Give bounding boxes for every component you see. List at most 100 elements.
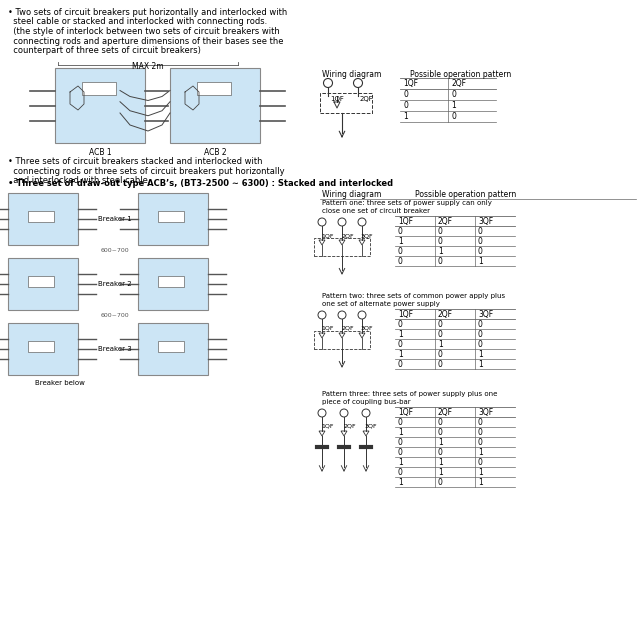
Text: 1: 1 xyxy=(398,237,403,246)
Text: ACB 2: ACB 2 xyxy=(204,148,226,157)
Text: 0: 0 xyxy=(398,340,403,349)
Text: 1: 1 xyxy=(478,257,483,266)
Text: 1: 1 xyxy=(478,350,483,359)
Bar xyxy=(27,276,54,287)
Text: 0: 0 xyxy=(438,360,443,369)
Bar xyxy=(314,331,370,349)
Text: 1: 1 xyxy=(403,112,408,121)
Text: 0: 0 xyxy=(398,360,403,369)
Text: 2QF: 2QF xyxy=(341,326,353,331)
Text: 0: 0 xyxy=(398,257,403,266)
Text: 1: 1 xyxy=(398,330,403,339)
Text: 1: 1 xyxy=(478,360,483,369)
Text: piece of coupling bus-bar: piece of coupling bus-bar xyxy=(322,399,411,405)
Text: 3QF: 3QF xyxy=(361,326,374,331)
Text: 2QF: 2QF xyxy=(438,408,453,417)
Text: Wiring diagram: Wiring diagram xyxy=(322,190,382,199)
Text: 0: 0 xyxy=(438,428,443,437)
Text: 2QF: 2QF xyxy=(341,233,353,238)
Bar xyxy=(138,323,208,375)
Bar xyxy=(314,238,370,256)
Text: Breaker 2: Breaker 2 xyxy=(98,281,131,287)
Text: 1: 1 xyxy=(438,458,443,467)
Bar xyxy=(27,211,54,222)
Text: (the style of interlock between two sets of circuit breakers with: (the style of interlock between two sets… xyxy=(8,27,279,36)
Text: 1: 1 xyxy=(438,247,443,256)
Text: 3QF: 3QF xyxy=(478,310,493,319)
Text: 2QF: 2QF xyxy=(438,310,453,319)
Text: 2QF: 2QF xyxy=(438,217,453,226)
Text: 0: 0 xyxy=(478,227,483,236)
Bar xyxy=(320,93,372,113)
Text: 0: 0 xyxy=(438,257,443,266)
Text: Breaker 3: Breaker 3 xyxy=(98,346,132,352)
Text: • Three set of draw-out type ACB’s, (BT3-2500 ∼ 6300) : Stacked and interlocked: • Three set of draw-out type ACB’s, (BT3… xyxy=(8,179,393,188)
Text: 600~700: 600~700 xyxy=(101,248,130,253)
Text: Pattern one: three sets of power supply can only: Pattern one: three sets of power supply … xyxy=(322,200,492,206)
Text: 0: 0 xyxy=(438,350,443,359)
Text: 1QF: 1QF xyxy=(330,96,344,102)
Text: close one set of circuit breaker: close one set of circuit breaker xyxy=(322,208,430,214)
Text: counterpart of three sets of circuit breakers): counterpart of three sets of circuit bre… xyxy=(8,46,201,55)
Text: 0: 0 xyxy=(438,330,443,339)
Text: 0: 0 xyxy=(438,237,443,246)
Text: • Three sets of circuit breakers stacked and interlocked with: • Three sets of circuit breakers stacked… xyxy=(8,157,262,166)
Text: 0: 0 xyxy=(478,458,483,467)
Text: 0: 0 xyxy=(438,448,443,457)
Text: 0: 0 xyxy=(398,247,403,256)
Text: 0: 0 xyxy=(478,237,483,246)
Text: 1: 1 xyxy=(438,438,443,447)
Text: 3QF: 3QF xyxy=(478,217,493,226)
Text: 0: 0 xyxy=(478,330,483,339)
Text: Breaker below: Breaker below xyxy=(35,380,85,386)
Bar xyxy=(55,68,145,143)
Bar xyxy=(138,193,208,245)
Text: 0: 0 xyxy=(398,320,403,329)
Text: 0: 0 xyxy=(403,101,408,110)
Text: 1QF: 1QF xyxy=(321,424,334,429)
Text: connecting rods and aperture dimensions of their bases see the: connecting rods and aperture dimensions … xyxy=(8,37,283,45)
Text: 1: 1 xyxy=(438,340,443,349)
Text: and interlocked with steel cable.: and interlocked with steel cable. xyxy=(8,176,151,185)
Bar xyxy=(27,341,54,352)
Text: connecting rods or three sets of circuit breakers put horizontally: connecting rods or three sets of circuit… xyxy=(8,166,285,176)
Text: 1: 1 xyxy=(478,448,483,457)
Text: 0: 0 xyxy=(438,320,443,329)
Text: 3QF: 3QF xyxy=(365,424,378,429)
Text: 0: 0 xyxy=(398,418,403,427)
Bar xyxy=(8,258,78,310)
Text: MAX 2m: MAX 2m xyxy=(132,62,164,71)
Text: 0: 0 xyxy=(478,428,483,437)
Text: 0: 0 xyxy=(398,468,403,477)
Bar xyxy=(138,258,208,310)
Text: 0: 0 xyxy=(451,90,456,99)
Text: 0: 0 xyxy=(398,438,403,447)
Text: 0: 0 xyxy=(478,340,483,349)
Text: 0: 0 xyxy=(478,320,483,329)
Text: 2QF: 2QF xyxy=(343,424,355,429)
Text: 0: 0 xyxy=(438,418,443,427)
Text: 1: 1 xyxy=(398,458,403,467)
Bar xyxy=(8,193,78,245)
Text: 0: 0 xyxy=(438,478,443,487)
Text: 1QF: 1QF xyxy=(398,408,413,417)
Text: Wiring diagram: Wiring diagram xyxy=(322,70,382,79)
Text: one set of alternate power supply: one set of alternate power supply xyxy=(322,301,440,307)
Text: Possible operation pattern: Possible operation pattern xyxy=(415,190,516,199)
Text: 1QF: 1QF xyxy=(403,79,418,88)
Text: 1: 1 xyxy=(398,478,403,487)
Bar xyxy=(197,81,231,95)
Bar xyxy=(158,211,184,222)
Bar xyxy=(170,68,260,143)
Text: Pattern three: three sets of power supply plus one: Pattern three: three sets of power suppl… xyxy=(322,391,498,397)
Text: 1QF: 1QF xyxy=(321,233,334,238)
Text: 1: 1 xyxy=(398,428,403,437)
Bar xyxy=(82,81,116,95)
Text: 3QF: 3QF xyxy=(361,233,374,238)
Text: 600~700: 600~700 xyxy=(101,313,130,318)
Bar xyxy=(8,323,78,375)
Text: 1: 1 xyxy=(478,478,483,487)
Text: 0: 0 xyxy=(403,90,408,99)
Text: 0: 0 xyxy=(398,227,403,236)
Text: 0: 0 xyxy=(478,247,483,256)
